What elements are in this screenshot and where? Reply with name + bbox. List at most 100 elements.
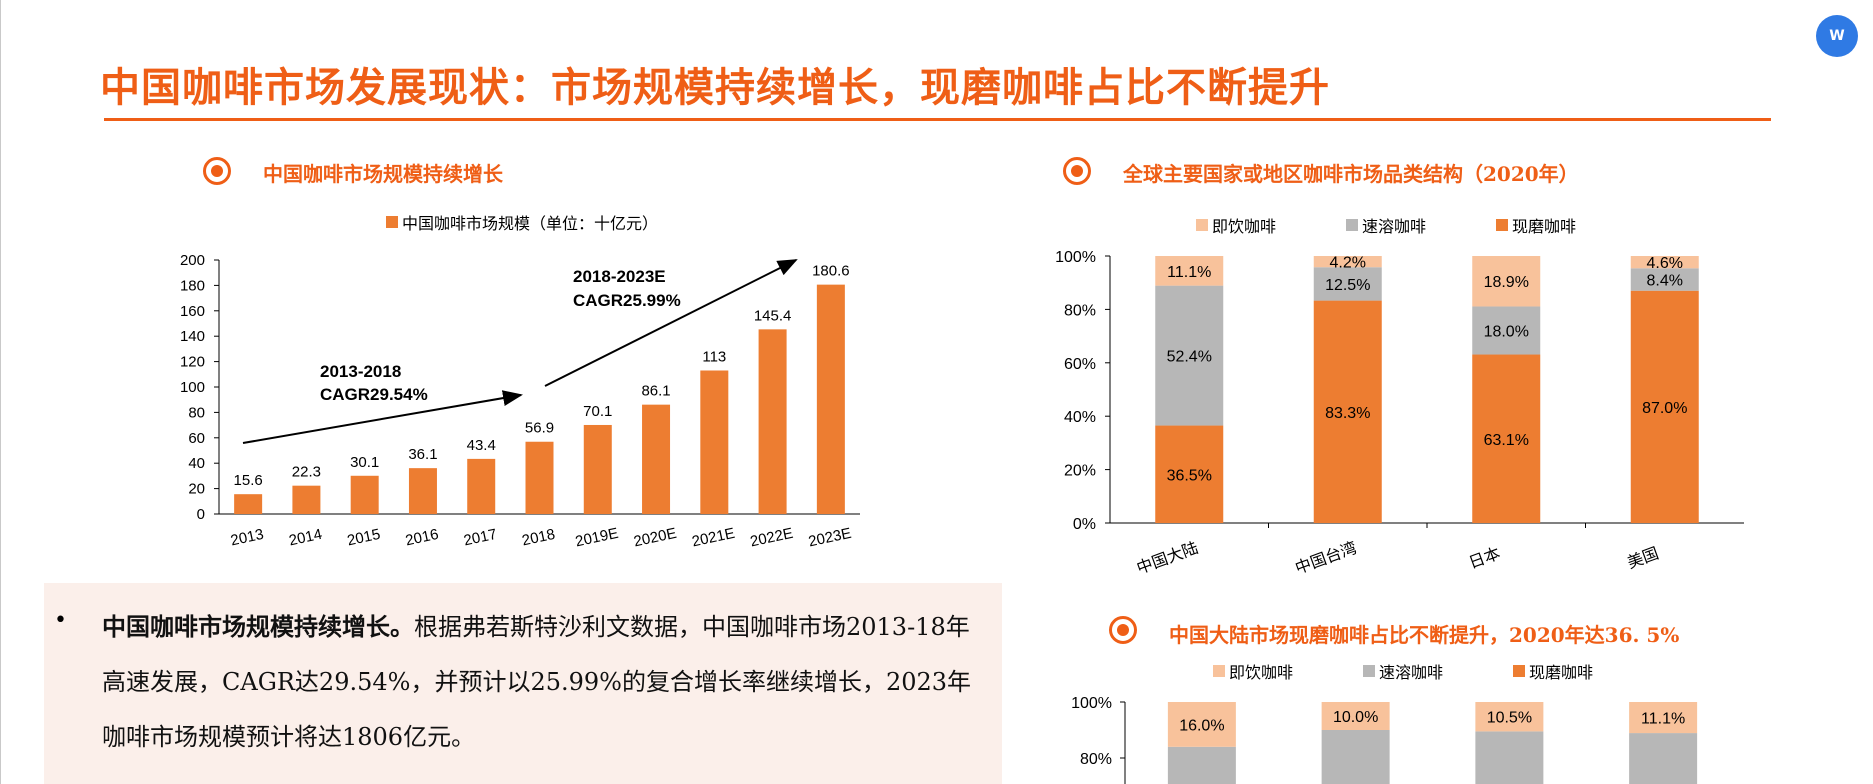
stacked-segment <box>1155 285 1224 426</box>
bar <box>525 441 554 514</box>
y-tick-label: 80% <box>1064 302 1096 319</box>
cagr-arrow-2018-2023 <box>544 259 798 387</box>
legend-label: 中国咖啡市场规模（单位：十亿元） <box>402 214 659 233</box>
bar <box>467 458 496 514</box>
section-bullet-icon <box>1109 616 1137 644</box>
x-tick-label: 2017 <box>462 526 498 550</box>
stacked-segment <box>1167 702 1236 747</box>
summary-lead: 中国咖啡市场规模持续增长。 <box>102 612 414 641</box>
data-label: 63.1% <box>1484 432 1529 449</box>
section-title-category-structure: 全球主要国家或地区咖啡市场品类结构（2020年） <box>1123 162 1579 186</box>
y-tick-label: 0 <box>197 506 205 523</box>
bar <box>816 284 845 514</box>
legend-item: 速溶咖啡 <box>1363 659 1443 683</box>
data-label: 36.1 <box>408 446 437 463</box>
legend-item: 速溶咖啡 <box>1346 213 1426 237</box>
legend-label: 现磨咖啡 <box>1512 217 1577 236</box>
section-title-mainland-share: 中国大陆市场现磨咖啡占比不断提升，2020年达36. 5% <box>1169 623 1680 647</box>
data-label: 52.4% <box>1167 349 1212 366</box>
x-tick-label: 2015 <box>346 526 382 550</box>
stacked-segment <box>1630 268 1699 291</box>
summary-textbox <box>44 583 1002 784</box>
x-tick-label: 2018 <box>520 526 556 550</box>
y-tick-label: 20% <box>1064 463 1096 480</box>
data-label: 10.5% <box>1487 710 1532 727</box>
data-label: 18.0% <box>1484 323 1529 340</box>
x-tick-label: 2016 <box>404 526 440 550</box>
y-tick-label: 80 <box>188 404 205 421</box>
legend-item: 现磨咖啡 <box>1496 213 1576 237</box>
data-label: 10.0% <box>1333 709 1378 726</box>
data-label: 22.3 <box>292 464 321 481</box>
data-label: 30.1 <box>350 454 379 471</box>
page-title: 中国咖啡市场发展现状：市场规模持续增长，现磨咖啡占比不断提升 <box>100 64 1330 111</box>
stacked-segment <box>1630 256 1699 269</box>
y-tick-label: 60 <box>188 430 205 447</box>
y-tick-label: 100% <box>1071 695 1112 712</box>
section-bullet-icon <box>203 157 231 185</box>
chart2-legend: 即饮咖啡 速溶咖啡 现磨咖啡 <box>1196 213 1576 237</box>
y-tick-label: 60% <box>1064 356 1096 373</box>
data-label: 36.5% <box>1167 467 1212 484</box>
legend-item: 现磨咖啡 <box>1513 659 1593 683</box>
y-tick-label: 180 <box>180 277 205 294</box>
data-label: 11.1% <box>1641 711 1685 728</box>
data-label: 43.4 <box>467 437 496 454</box>
data-label: 87.0% <box>1642 400 1687 417</box>
legend-label: 速溶咖啡 <box>1379 663 1444 682</box>
page-border <box>0 0 1 784</box>
data-label: 16.0% <box>1179 717 1224 734</box>
y-tick-label: 20 <box>188 481 205 498</box>
stacked-segment <box>1629 733 1698 784</box>
y-tick-label: 160 <box>180 303 205 320</box>
summary-paragraph: 中国咖啡市场规模持续增长。根据弗若斯特沙利文数据，中国咖啡市场2013-18年高… <box>102 599 992 765</box>
legend-label: 即饮咖啡 <box>1212 217 1277 236</box>
legend-swatch <box>1213 665 1225 677</box>
legend-swatch <box>1363 665 1376 677</box>
x-tick-label: 2014 <box>287 526 323 550</box>
stacked-segment <box>1472 306 1541 355</box>
y-tick-label: 100% <box>1055 249 1096 266</box>
stacked-segment <box>1167 746 1236 784</box>
stacked-segment <box>1472 256 1541 307</box>
bar <box>700 370 729 514</box>
section-title-market-size: 中国咖啡市场规模持续增长 <box>263 162 503 186</box>
legend-swatch <box>1346 219 1359 231</box>
cagr-annotation: CAGR25.99% <box>573 291 681 310</box>
legend-item: 即饮咖啡 <box>1196 213 1276 237</box>
category-structure-stacked-chart: 0%20%40%60%80%100%36.5%52.4%11.1%中国大陆83.… <box>1055 249 1744 578</box>
bar <box>408 468 437 514</box>
word-export-icon[interactable]: W <box>1816 15 1858 57</box>
bar <box>292 485 321 514</box>
stacked-segment <box>1629 702 1698 734</box>
legend-swatch <box>1513 665 1526 677</box>
data-label: 15.6 <box>234 472 263 489</box>
cagr-annotation: 2013-2018 <box>320 362 401 381</box>
data-label: 4.6% <box>1647 255 1683 272</box>
legend-item: 即饮咖啡 <box>1213 659 1293 683</box>
data-label: 145.4 <box>754 307 792 324</box>
legend-label: 现磨咖啡 <box>1529 663 1594 682</box>
bar <box>758 329 787 514</box>
stacked-segment <box>1475 702 1544 732</box>
cagr-annotation: 2018-2023E <box>573 267 666 286</box>
summary-body: 根据弗若斯特沙利文数据，中国咖啡市场2013-18年高速发展，CAGR达29.5… <box>102 613 972 751</box>
y-tick-label: 80% <box>1080 751 1112 768</box>
data-label: 113 <box>702 348 726 365</box>
legend-swatch <box>1196 219 1208 231</box>
data-label: 8.4% <box>1647 272 1683 289</box>
stacked-segment <box>1321 702 1390 730</box>
data-label: 4.2% <box>1330 255 1366 272</box>
stacked-segment <box>1313 256 1382 268</box>
legend-swatch <box>1496 219 1509 231</box>
stacked-segment <box>1313 267 1382 301</box>
bar <box>234 494 263 514</box>
stacked-segment <box>1475 731 1544 784</box>
legend-label: 速溶咖啡 <box>1362 217 1427 236</box>
legend-label: 即饮咖啡 <box>1229 663 1294 682</box>
stacked-segment <box>1313 300 1382 523</box>
bullet-point: • <box>54 608 67 633</box>
bar <box>583 424 612 514</box>
bar <box>350 475 379 514</box>
